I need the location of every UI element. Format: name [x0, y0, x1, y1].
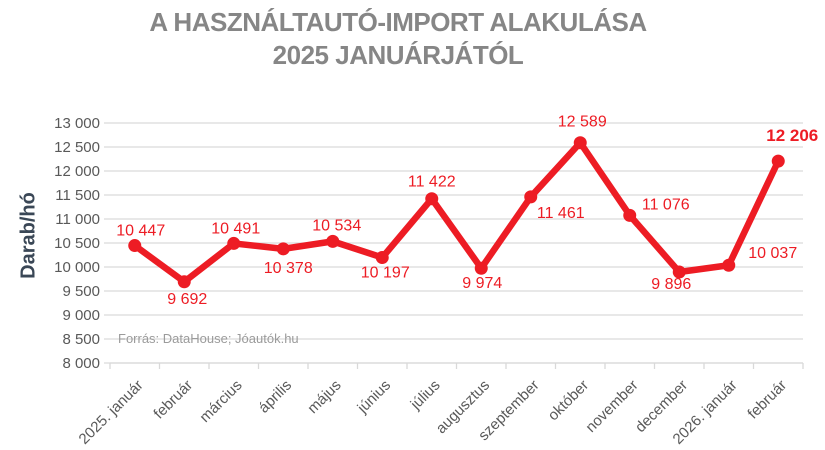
data-value-label: 10 378: [264, 260, 313, 277]
y-tick-label: 11 500: [55, 187, 100, 204]
data-value-label: 11 422: [408, 174, 456, 191]
y-tick-label: 13 000: [54, 115, 100, 132]
data-point: [276, 242, 290, 256]
y-tick-label: 8 000: [62, 355, 100, 372]
x-category-label: március: [196, 377, 245, 426]
data-value-label: 12 589: [558, 114, 607, 131]
data-value-label: 10 197: [361, 265, 410, 282]
data-value-label: 12 206: [766, 126, 818, 145]
x-category-label: május: [304, 377, 344, 417]
data-point: [227, 236, 241, 250]
x-category-label: április: [255, 377, 295, 417]
data-point: [623, 208, 637, 222]
y-tick-label: 12 000: [54, 163, 100, 180]
data-point: [177, 275, 191, 289]
data-value-label: 9 974: [462, 275, 502, 292]
source-note: Forrás: DataHouse; Jóautók.hu: [118, 331, 299, 346]
x-category-label: november: [582, 377, 641, 436]
series-line: [131, 139, 782, 286]
data-value-label: 10 534: [312, 217, 361, 234]
y-tick-label: 10 000: [54, 259, 100, 276]
y-tick-label: 9 500: [62, 283, 100, 300]
data-value-label: 11 076: [642, 196, 690, 213]
data-value-label: 10 447: [116, 223, 165, 240]
data-point: [474, 261, 488, 275]
x-category-label: október: [545, 377, 592, 424]
y-tick-label: 12 500: [54, 139, 100, 156]
data-point: [573, 136, 587, 150]
y-tick-label: 8 500: [62, 331, 100, 348]
data-value-label: 11 461: [537, 205, 585, 222]
data-point: [425, 192, 439, 206]
y-tick-label: 10 500: [54, 235, 100, 252]
data-value-label: 9 896: [651, 276, 691, 293]
chart-title-line2: 2025 JANUÁRJÁTÓL: [272, 40, 524, 70]
data-value-label: 10 037: [748, 245, 797, 262]
x-category-label: február: [744, 377, 790, 423]
data-point: [326, 234, 340, 248]
data-point: [771, 154, 785, 168]
data-point: [128, 239, 142, 253]
data-value-label: 10 491: [211, 220, 260, 237]
chart-title: A HASZNÁLTAUTÓ-IMPORT ALAKULÁSA 2025 JAN…: [0, 6, 796, 72]
data-point: [375, 251, 389, 265]
x-category-label: február: [150, 377, 196, 423]
data-point: [722, 258, 736, 272]
data-value-label: 9 692: [167, 291, 207, 308]
x-category-label: 2025. január: [76, 377, 147, 448]
chart-title-line1: A HASZNÁLTAUTÓ-IMPORT ALAKULÁSA: [149, 7, 647, 37]
data-point: [672, 265, 686, 279]
y-tick-label: 9 000: [62, 307, 100, 324]
data-point: [524, 190, 538, 204]
x-category-label: július: [407, 377, 444, 414]
y-tick-label: 11 000: [55, 211, 100, 228]
x-category-label: június: [354, 377, 394, 417]
